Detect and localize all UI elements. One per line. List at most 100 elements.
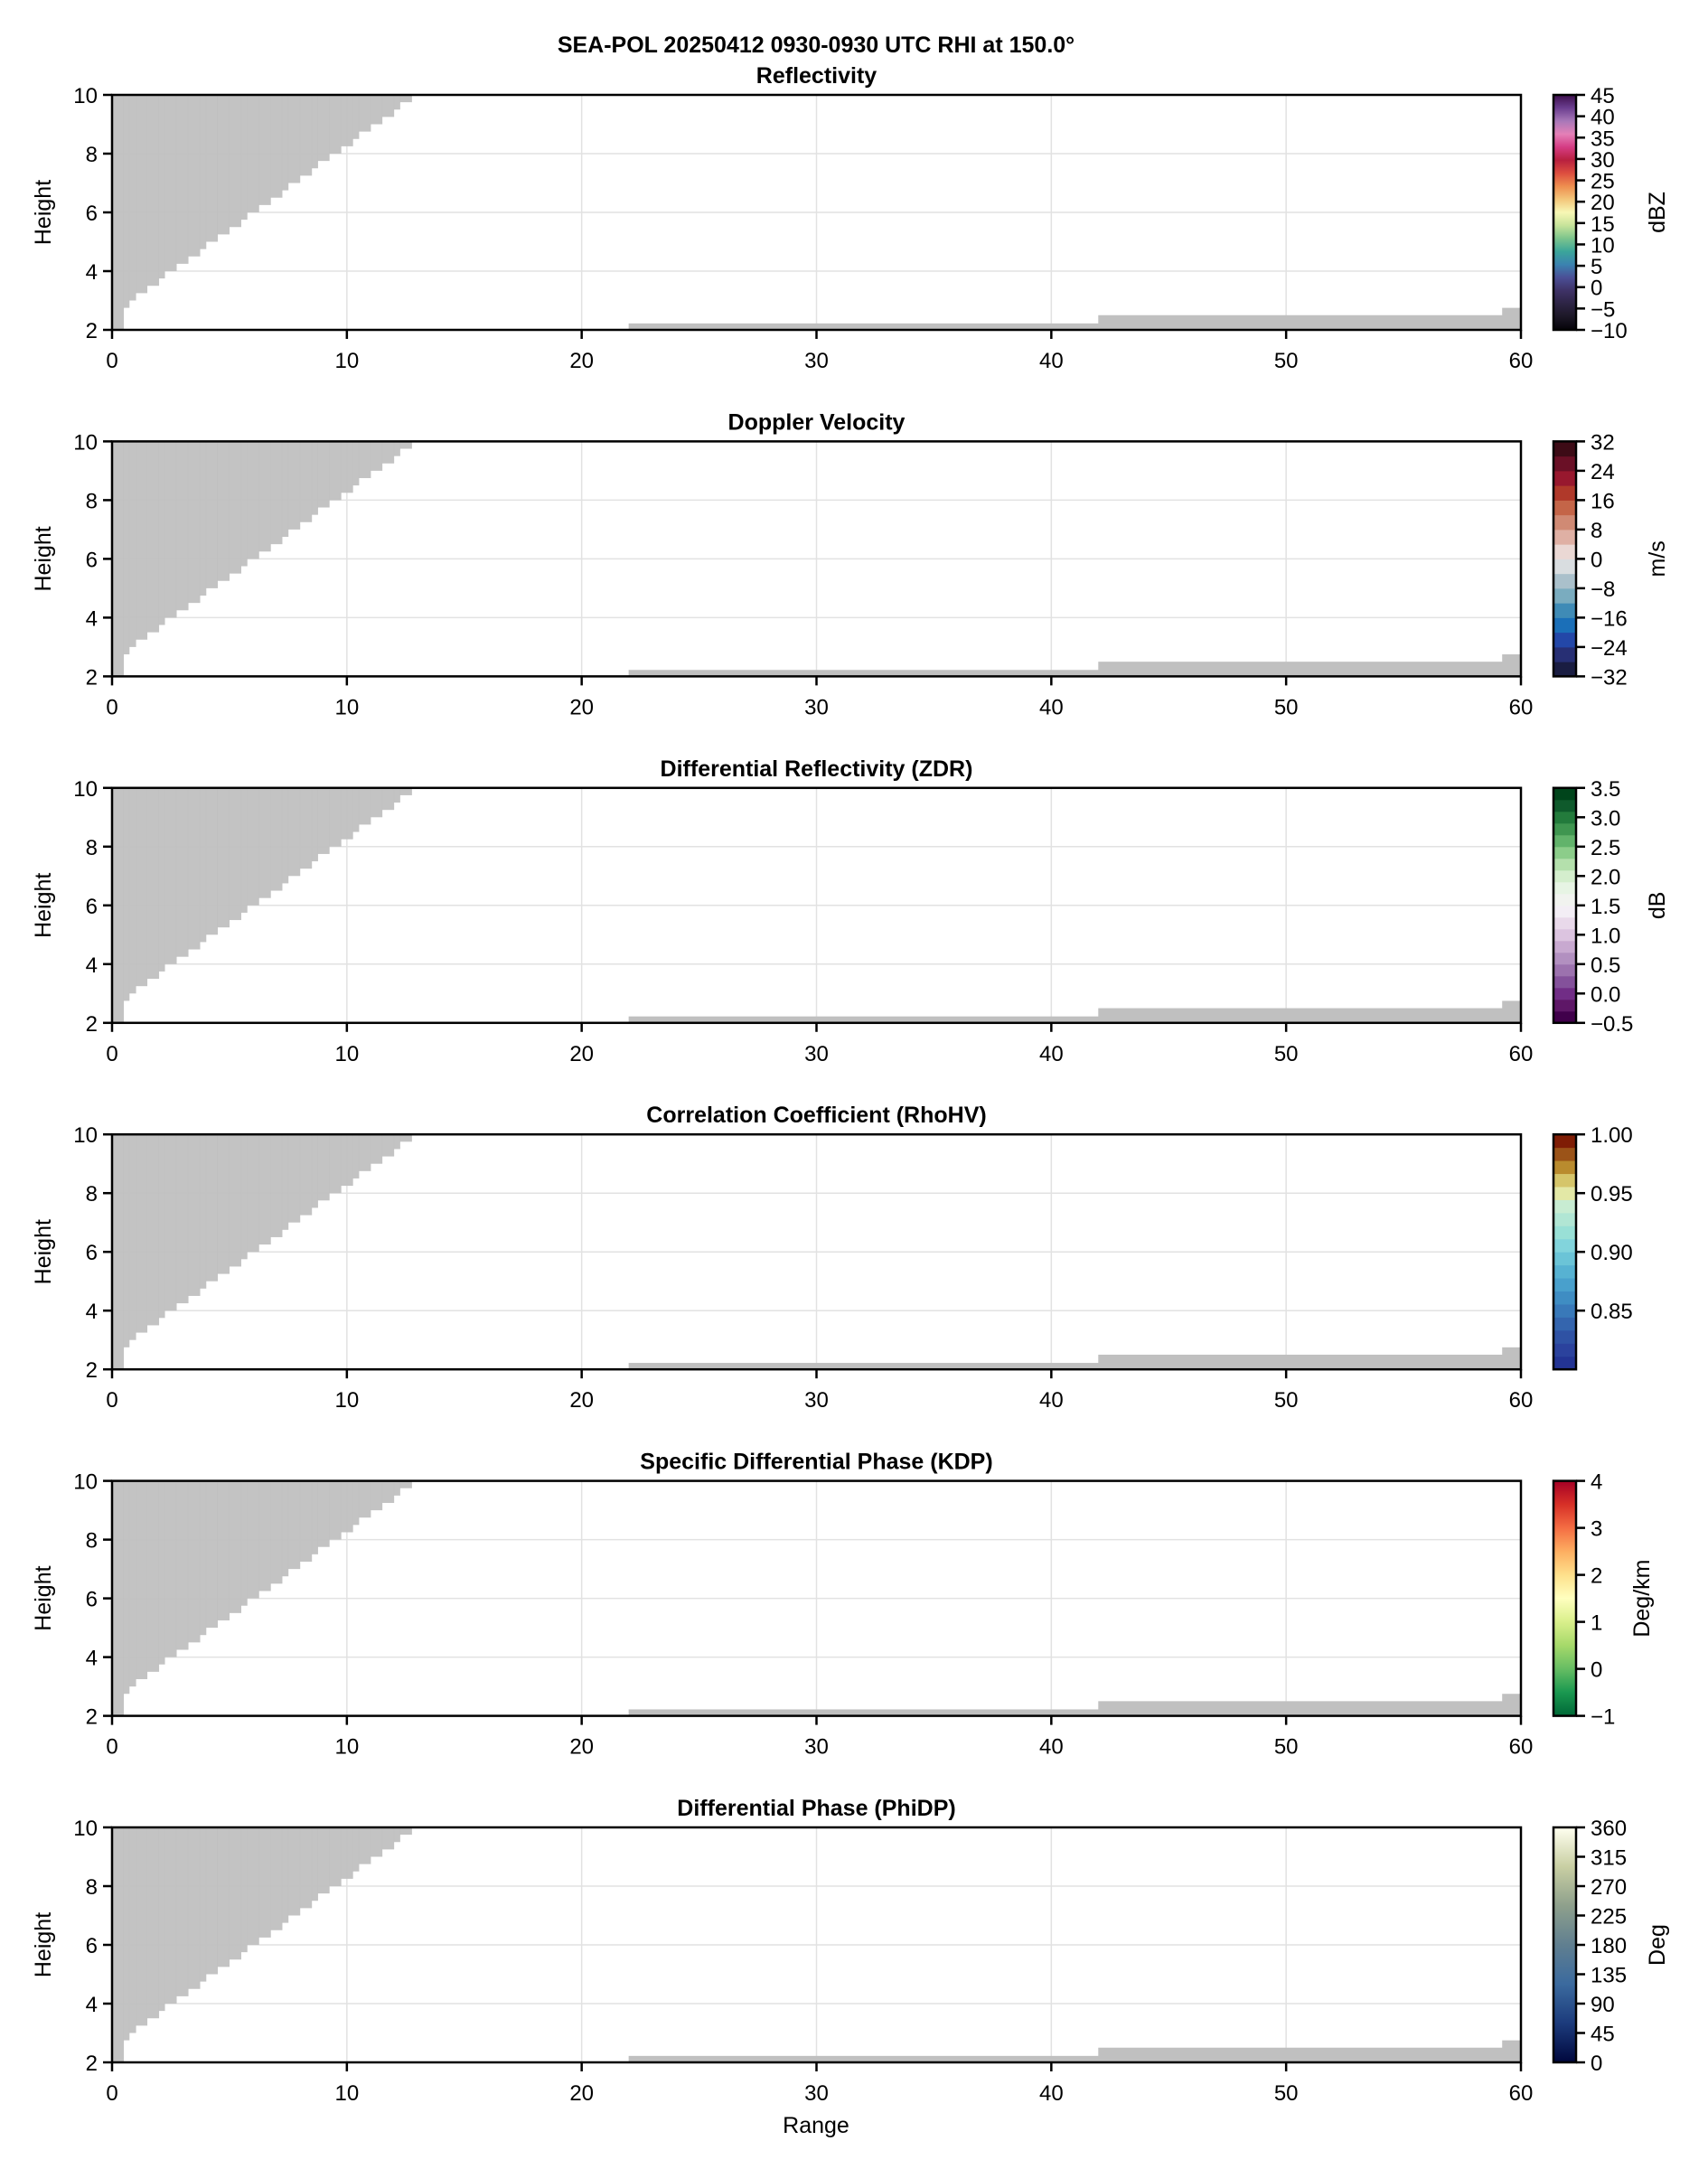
x-tick-label: 50 (1274, 349, 1299, 373)
colorbar-band (1553, 893, 1576, 906)
colorbar-band (1553, 916, 1576, 930)
colorbar-band (1553, 559, 1576, 575)
x-tick-label: 10 (334, 695, 359, 719)
colorbar-band (1553, 846, 1576, 859)
x-tick-label: 10 (334, 1388, 359, 1413)
y-tick-label: 8 (86, 1529, 98, 1554)
beam-blockage-cell (399, 1827, 412, 1836)
beam-blockage-cell (187, 441, 201, 604)
beam-blockage-cell (158, 441, 165, 625)
colorbar-band (1553, 834, 1576, 848)
beam-blockage-cell (381, 95, 395, 117)
colorbar-tick-label: 8 (1591, 519, 1602, 543)
x-tick-label: 50 (1274, 2081, 1299, 2106)
x-tick-label: 10 (334, 2081, 359, 2106)
colorbar-tick-label: −24 (1591, 636, 1628, 661)
beam-blockage-cell (164, 95, 177, 271)
panel-title: Correlation Coefficient (RhoHV) (646, 1103, 986, 1128)
y-tick-label: 2 (86, 2052, 98, 2076)
x-tick-label: 0 (106, 695, 117, 719)
x-tick-label: 20 (569, 1042, 594, 1066)
colorbar-tick-label: 225 (1591, 1905, 1627, 1930)
x-tick-label: 30 (804, 695, 829, 719)
colorbar-band (1553, 1186, 1576, 1200)
beam-blockage-cell (270, 1134, 283, 1237)
colorbar-tick-label: 1.0 (1591, 924, 1620, 948)
beam-blockage-cell (299, 1827, 313, 1909)
beam-blockage-cell (258, 441, 271, 552)
beam-blockage-cell (299, 441, 313, 522)
beam-blockage-cell (258, 95, 271, 205)
beam-blockage-cell (381, 1827, 395, 1850)
beam-blockage-cell (123, 1827, 130, 2041)
beam-blockage-cell (229, 95, 241, 228)
beam-blockage-cell (381, 1134, 395, 1157)
x-tick-label: 0 (106, 349, 117, 373)
beam-blockage-cell (123, 787, 130, 1001)
colorbar-label: Deg (1645, 1924, 1670, 1966)
x-tick-label: 40 (1039, 695, 1064, 719)
colorbar-band (1553, 858, 1576, 871)
colorbar-tick-label: 270 (1591, 1875, 1627, 1900)
beam-blockage-cell (123, 1134, 130, 1347)
beam-blockage-cell (358, 441, 371, 479)
beam-blockage-cell (187, 95, 201, 257)
beam-blockage-cell (128, 95, 136, 301)
colorbar-band (1553, 455, 1576, 472)
colorbar-band (1553, 485, 1576, 501)
beam-blockage-cell (205, 441, 219, 588)
beam-blockage-cell (311, 1134, 318, 1208)
colorbar-tick-label: 1.5 (1591, 895, 1620, 919)
ground-clutter-cell (1502, 307, 1522, 330)
x-tick-label: 50 (1274, 1042, 1299, 1066)
colorbar-band (1553, 1199, 1576, 1214)
colorbar-band (1553, 905, 1576, 918)
beam-blockage-cell (199, 1827, 207, 1982)
colorbar-tick-label: 0 (1591, 1658, 1602, 1683)
beam-blockage-cell (352, 1480, 360, 1526)
beam-blockage-cell (128, 1827, 136, 2033)
x-tick-label: 10 (334, 1735, 359, 1760)
beam-blockage-cell (164, 441, 177, 618)
x-tick-label: 0 (106, 1735, 117, 1760)
beam-blockage-cell (358, 1827, 371, 1864)
beam-blockage-cell (146, 1134, 160, 1326)
beam-blockage-cell (229, 441, 241, 574)
colorbar-band (1553, 1225, 1576, 1240)
colorbar-band (1553, 799, 1576, 812)
x-axis-label: Range (783, 2113, 849, 2138)
beam-blockage-cell (258, 1827, 271, 1938)
beam-blockage-cell (205, 1827, 219, 1975)
colorbar-band (1553, 617, 1576, 634)
y-tick-label: 8 (86, 489, 98, 513)
beam-blockage-cell (381, 1480, 395, 1503)
y-tick-label: 10 (73, 430, 98, 455)
beam-blockage-cell (158, 95, 165, 279)
beam-blockage-cell (381, 441, 395, 464)
beam-blockage-cell (112, 787, 125, 1023)
ground-clutter-cell (1098, 1008, 1503, 1023)
beam-blockage-cell (393, 1134, 400, 1150)
colorbar-frame (1552, 1479, 1578, 1717)
beam-blockage-cell (112, 1480, 125, 1716)
beam-blockage-cell (240, 787, 248, 913)
beam-blockage-cell (217, 787, 230, 928)
beam-blockage-cell (270, 95, 283, 198)
beam-blockage-cell (281, 1827, 289, 1923)
colorbar-band (1553, 1147, 1576, 1161)
beam-blockage-cell (240, 1827, 248, 1953)
beam-blockage-cell (258, 1480, 271, 1592)
colorbar-band (1553, 822, 1576, 836)
colorbar-band (1553, 632, 1576, 648)
beam-blockage-cell (164, 1827, 177, 2004)
beam-blockage-cell (240, 1134, 248, 1260)
beam-blockage-cell (358, 787, 371, 825)
panel-title: Differential Reflectivity (ZDR) (661, 756, 973, 782)
colorbar-band (1553, 1329, 1576, 1344)
beam-blockage-cell (270, 441, 283, 545)
beam-blockage-cell (217, 1827, 230, 1967)
beam-blockage-cell (311, 441, 318, 515)
colorbar-band (1553, 587, 1576, 604)
x-tick-label: 60 (1509, 1735, 1534, 1760)
